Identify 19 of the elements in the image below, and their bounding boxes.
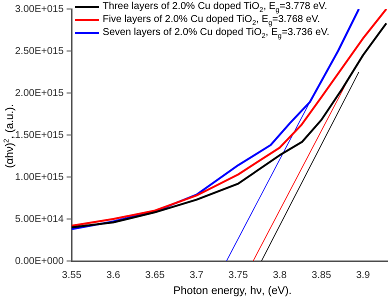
x-axis-title: Photon energy, hν, (eV). <box>172 285 293 297</box>
y-tick-label: 1.00E+015 <box>14 172 64 183</box>
x-tick-label: 3.9 <box>356 270 370 281</box>
x-tick-label: 3.7 <box>190 270 204 281</box>
x-tick-label: 3.6 <box>106 270 121 281</box>
x-tick-label: 3.75 <box>228 270 248 281</box>
y-tick-label: 3.00E+015 <box>14 4 64 15</box>
y-tick-label: 2.00E+015 <box>14 88 64 99</box>
x-tick-label: 3.55 <box>62 270 82 281</box>
x-tick-label: 3.85 <box>312 270 332 281</box>
legend-label: Three layers of 2.0% Cu doped TiO$_{2}$, E$_{g}$=3.778 eV. <box>102 0 328 14</box>
y-tick-label: 2.50E+015 <box>14 46 64 57</box>
y-tick-label: 1.50E+015 <box>14 130 64 141</box>
legend-label: Seven layers of 2.0% Cu doped TiO$_{2}$, E$_{g}$=3.736 eV. <box>102 26 330 40</box>
y-tick-label: 5.00E+014 <box>14 214 64 225</box>
x-tick-label: 3.8 <box>272 270 288 281</box>
legend-label: Five layers of 2.0% Cu doped TiO$_{2}$, E$_{g}$=3.768 eV. <box>102 14 320 27</box>
x-tick-label: 3.65 <box>145 270 166 281</box>
y-tick-label: 0.00E+000 <box>14 256 64 267</box>
